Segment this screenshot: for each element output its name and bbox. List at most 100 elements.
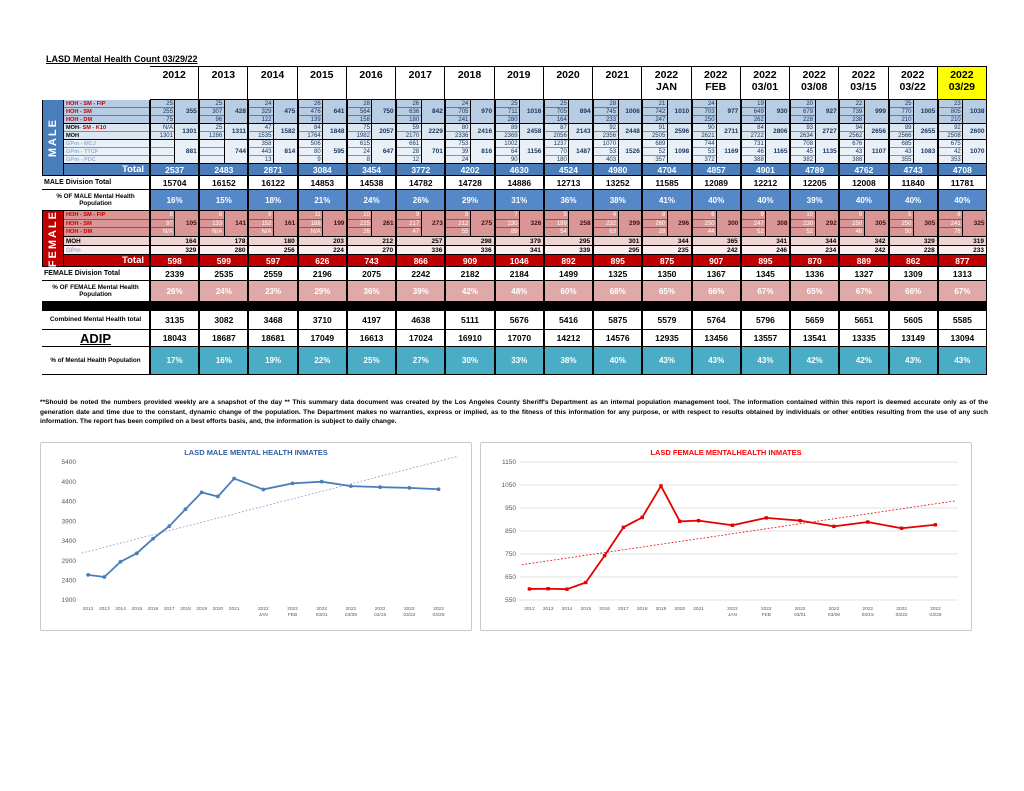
female-division-total-2016: 2075 xyxy=(346,267,397,281)
female-total-2022-03-01: 895 xyxy=(740,255,791,267)
male-gpm-ttcf-2022-jan: 52 xyxy=(643,148,667,156)
female-subtotal-2012: 105 xyxy=(174,211,198,236)
male-subtotal-2016: 647 xyxy=(371,140,395,163)
male-gpm-ttcf-2015: 80 xyxy=(298,148,323,156)
male-gpm-pdc-2022-feb: 372 xyxy=(704,156,715,163)
female-pct-2021: 68% xyxy=(593,281,643,302)
female-total-2020: 892 xyxy=(543,255,594,267)
male-division-total-2013: 16152 xyxy=(199,176,249,190)
col-header-2022-03-08: 2022 03/08 xyxy=(790,66,840,100)
male-hoh-sm-2012: 255 xyxy=(151,108,175,116)
x-tick-label: 2013 xyxy=(99,606,110,612)
male-subtotal-2022-03-08: 2727 xyxy=(814,124,839,139)
female-division-total-2019: 2184 xyxy=(494,267,544,281)
male-division-total-2014: 16122 xyxy=(248,176,298,190)
female-total-2022-03-08: 870 xyxy=(790,255,840,267)
pct-mental-health-2013: 16% xyxy=(199,347,249,375)
male-gpm-ttcf-2022-03-01: 46 xyxy=(741,148,766,156)
female-total-2017: 866 xyxy=(396,255,446,267)
male-gpm-mcj-2014: 358 xyxy=(249,140,273,148)
female-pct-2022-03-29: 67% xyxy=(937,281,987,302)
male-hoh-dm-2012: 75 xyxy=(166,116,173,123)
data-point xyxy=(832,524,836,529)
female-inmates-line-chart: LASD FEMALE MENTALHEALTH INMATES 550 650 75… xyxy=(502,448,958,618)
female-hoh-dm-2019: 89 xyxy=(510,229,518,236)
female-moh-2018: 298 xyxy=(445,237,495,246)
male-hoh-dm-2022-feb: 250 xyxy=(704,116,715,123)
female-subtotal-2022-feb: 300 xyxy=(716,211,740,236)
male-gpm-mcj-2022-03-22: 685 xyxy=(889,140,913,148)
pct-mental-health-2020: 38% xyxy=(543,347,594,375)
male-g2-2013: 744 xyxy=(199,140,249,164)
female-hoh-sm-fip-2022-jan: 8 xyxy=(643,211,667,220)
male-moh-2016: 1982 xyxy=(356,132,370,139)
combined-total-2015: 3710 xyxy=(297,311,347,330)
female-section-label: FEMALE xyxy=(42,210,64,267)
male-hoh-sm-2021: 745 xyxy=(594,108,618,116)
female-g0-2022-feb: 6 250 44 300 xyxy=(691,211,741,237)
data-point xyxy=(678,519,682,524)
y-tick-label: 2400 xyxy=(62,577,77,584)
male-gpm-pdc-2021: 403 xyxy=(606,156,617,163)
col-header-2016: 2016 xyxy=(346,66,397,100)
male-total-2022-03-22: 4743 xyxy=(888,164,938,176)
male-gpm-ttcf-2022-feb: 53 xyxy=(692,148,717,156)
female-g0-2013: 8 133 N/A 141 xyxy=(199,211,249,237)
female-hoh-dm-2022-feb: 44 xyxy=(707,229,715,236)
combined-total-2021: 5875 xyxy=(593,311,643,330)
male-gpm-pdc-2015: 9 xyxy=(317,156,321,163)
female-moh-2021: 301 xyxy=(593,237,643,246)
male-moh-2018: 2336 xyxy=(455,132,469,139)
male-total-label: Total xyxy=(64,164,150,176)
male-pct-2012: 16% xyxy=(150,190,200,211)
female-total-2016: 743 xyxy=(346,255,397,267)
male-subtotal-2022-03-22: 1005 xyxy=(913,100,937,123)
x-tick-label: 2022 03/22 xyxy=(403,606,415,618)
male-g0-2014: 24 329 122 475 xyxy=(248,100,298,124)
female-pct-2022-feb: 66% xyxy=(691,281,741,302)
male-g2-2022-jan: 689 52 357 1098 xyxy=(642,140,692,164)
male-hoh-sm-fip-2021: 28 xyxy=(594,100,618,108)
adip-2022-feb: 13456 xyxy=(691,330,741,347)
pct-mental-health-2017: 27% xyxy=(396,347,446,375)
male-g2-2019: 1002 64 90 1156 xyxy=(494,140,544,164)
male-hoh-sm-fip-2013: 25 xyxy=(200,100,224,108)
male-hoh-dm-2022-03-29: 210 xyxy=(950,116,961,123)
x-tick-label: 2016 xyxy=(148,606,159,612)
male-moh-2022-03-01: 84 xyxy=(741,124,766,132)
male-moh-2022-jan: 91 xyxy=(643,124,667,132)
male-pct-2022-jan: 41% xyxy=(642,190,692,211)
male-hoh-sm-fip-2019: 25 xyxy=(495,100,520,108)
data-point xyxy=(102,575,107,579)
female-moh-2022-03-29: 319 xyxy=(937,237,987,246)
male-gpm-mcj-2022-jan: 689 xyxy=(643,140,667,148)
female-g0-2022-03-15: 9 250 46 305 xyxy=(839,211,889,237)
male-total-2022-jan: 4704 xyxy=(642,164,692,176)
adip-2019: 17070 xyxy=(494,330,544,347)
male-hoh-dm-2022-03-01: 262 xyxy=(753,116,764,123)
female-g0-2016: 10 225 26 261 xyxy=(346,211,397,237)
female-g0-2022-03-01: 9 247 52 308 xyxy=(740,211,791,237)
combined-total-2016: 4197 xyxy=(346,311,397,330)
female-moh-2022-03-08: 344 xyxy=(790,237,840,246)
male-subtotal-2017: 842 xyxy=(420,100,445,123)
male-g1-2022-03-08: 93 2634 2727 xyxy=(790,124,840,140)
male-division-total-2017: 14782 xyxy=(396,176,446,190)
male-g1-2012: N/A 1301 1301 xyxy=(150,124,200,140)
male-pct-2019: 31% xyxy=(494,190,544,211)
female-g0-2012: 8 97 N/A 105 xyxy=(150,211,200,237)
female-g0-2022-03-22: 5 250 50 305 xyxy=(888,211,938,237)
male-g1-2022-jan: 91 2505 2596 xyxy=(642,124,692,140)
male-division-total-2022-jan: 11585 xyxy=(642,176,692,190)
x-tick-label: 2020 xyxy=(674,606,685,612)
male-group-labels-0: HOH - SM - FIP HOH - SM HOH - DM xyxy=(64,100,150,124)
female-hoh-sm-fip-2019: 7 xyxy=(495,211,520,220)
male-g1-2020: 87 2056 2143 xyxy=(543,124,594,140)
female-moh-2022-03-22: 329 xyxy=(888,237,938,246)
x-tick-label: 2022 JAN xyxy=(727,606,738,618)
male-hoh-dm-2014: 122 xyxy=(261,116,272,123)
male-gpm-ttcf-2021: 53 xyxy=(594,148,618,156)
data-point xyxy=(290,481,295,486)
male-subtotal-2016: 2057 xyxy=(371,124,395,139)
adip-2015: 17049 xyxy=(297,330,347,347)
